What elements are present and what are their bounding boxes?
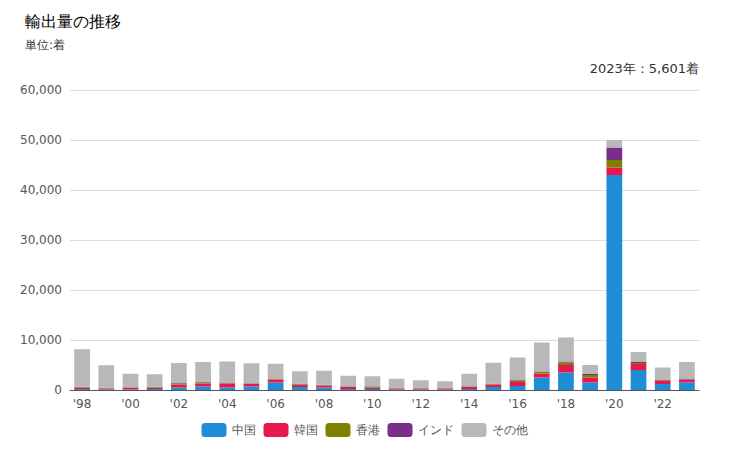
svg-text:'22: '22: [653, 397, 672, 411]
svg-text:0: 0: [54, 383, 62, 397]
svg-text:2023年：5,601着: 2023年：5,601着: [590, 61, 699, 76]
svg-text:'18: '18: [557, 397, 576, 411]
svg-text:'14: '14: [460, 397, 479, 411]
svg-text:'04: '04: [218, 397, 237, 411]
svg-text:30,000: 30,000: [20, 233, 62, 247]
svg-text:'98: '98: [73, 397, 92, 411]
svg-text:その他: その他: [492, 423, 528, 437]
svg-text:20,000: 20,000: [20, 283, 62, 297]
svg-text:単位:着: 単位:着: [25, 38, 65, 52]
svg-text:50,000: 50,000: [20, 133, 62, 147]
svg-text:'06: '06: [266, 397, 285, 411]
svg-text:'16: '16: [508, 397, 527, 411]
svg-text:'08: '08: [315, 397, 334, 411]
svg-text:インド: インド: [418, 423, 454, 437]
svg-text:中国: 中国: [232, 423, 256, 437]
svg-text:'10: '10: [363, 397, 382, 411]
svg-text:'00: '00: [121, 397, 140, 411]
svg-text:輸出量の推移: 輸出量の推移: [25, 12, 121, 31]
svg-text:'20: '20: [605, 397, 624, 411]
svg-text:'12: '12: [411, 397, 430, 411]
svg-text:韓国: 韓国: [294, 423, 318, 437]
svg-text:'02: '02: [170, 397, 189, 411]
svg-text:香港: 香港: [356, 423, 380, 437]
svg-text:10,000: 10,000: [20, 333, 62, 347]
svg-text:60,000: 60,000: [20, 83, 62, 97]
svg-text:40,000: 40,000: [20, 183, 62, 197]
